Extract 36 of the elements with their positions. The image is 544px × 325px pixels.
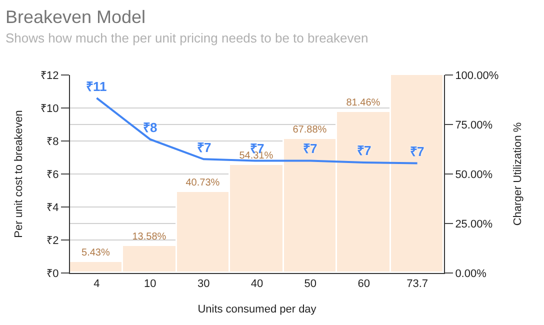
data-label: ₹8 [143, 120, 158, 135]
data-label: 40.73% [186, 177, 220, 188]
data-label: ₹7 [197, 140, 212, 155]
data-label: 67.88% [292, 124, 327, 136]
y-tick-label: ₹10 [40, 102, 59, 115]
x-tick-label: 10 [144, 278, 156, 290]
y2-tick-label: 100.00% [455, 70, 499, 82]
y2-tick-label: 75.00% [455, 119, 493, 132]
chart-title: Breakeven Model [5, 6, 146, 27]
y-tick-label: ₹2 [46, 234, 59, 247]
data-label: 5.43% [82, 247, 110, 258]
x-tick-label: 50 [304, 278, 317, 290]
x-tick-label: 60 [358, 278, 370, 290]
x-tick-label: 40 [250, 278, 264, 290]
x-tick-label: 4 [94, 278, 100, 290]
data-label: ₹11 [86, 79, 107, 94]
x-tick-label: 73.7 [406, 278, 428, 290]
x-tick-label: 30 [197, 278, 210, 290]
y-tick-label: ₹6 [46, 168, 59, 181]
x-axis-title: Units consumed per day [198, 303, 317, 316]
y-axis-title: Per unit cost to breakeven [13, 110, 26, 238]
y-tick-label: ₹4 [46, 202, 59, 214]
y2-tick-label: 25.00% [455, 218, 493, 230]
y-tick-label: ₹8 [46, 136, 59, 148]
data-label: ₹7 [303, 141, 318, 156]
chart-subtitle: Shows how much the per unit pricing needs to be to breakeven [5, 30, 368, 46]
data-label: ₹7 [357, 143, 372, 158]
y2-tick-label: 50.00% [455, 168, 493, 181]
y2-tick-label: 0.00% [455, 268, 487, 280]
y2-axis-title: Charger Utilization % [512, 122, 524, 226]
data-label: 81.46% [346, 97, 380, 108]
data-label: 13.58% [132, 231, 166, 242]
data-label: ₹7 [410, 144, 424, 159]
y-tick-label: ₹0 [46, 268, 59, 280]
y-tick-label: ₹12 [40, 70, 59, 82]
data-label: 54.31% [239, 150, 274, 162]
